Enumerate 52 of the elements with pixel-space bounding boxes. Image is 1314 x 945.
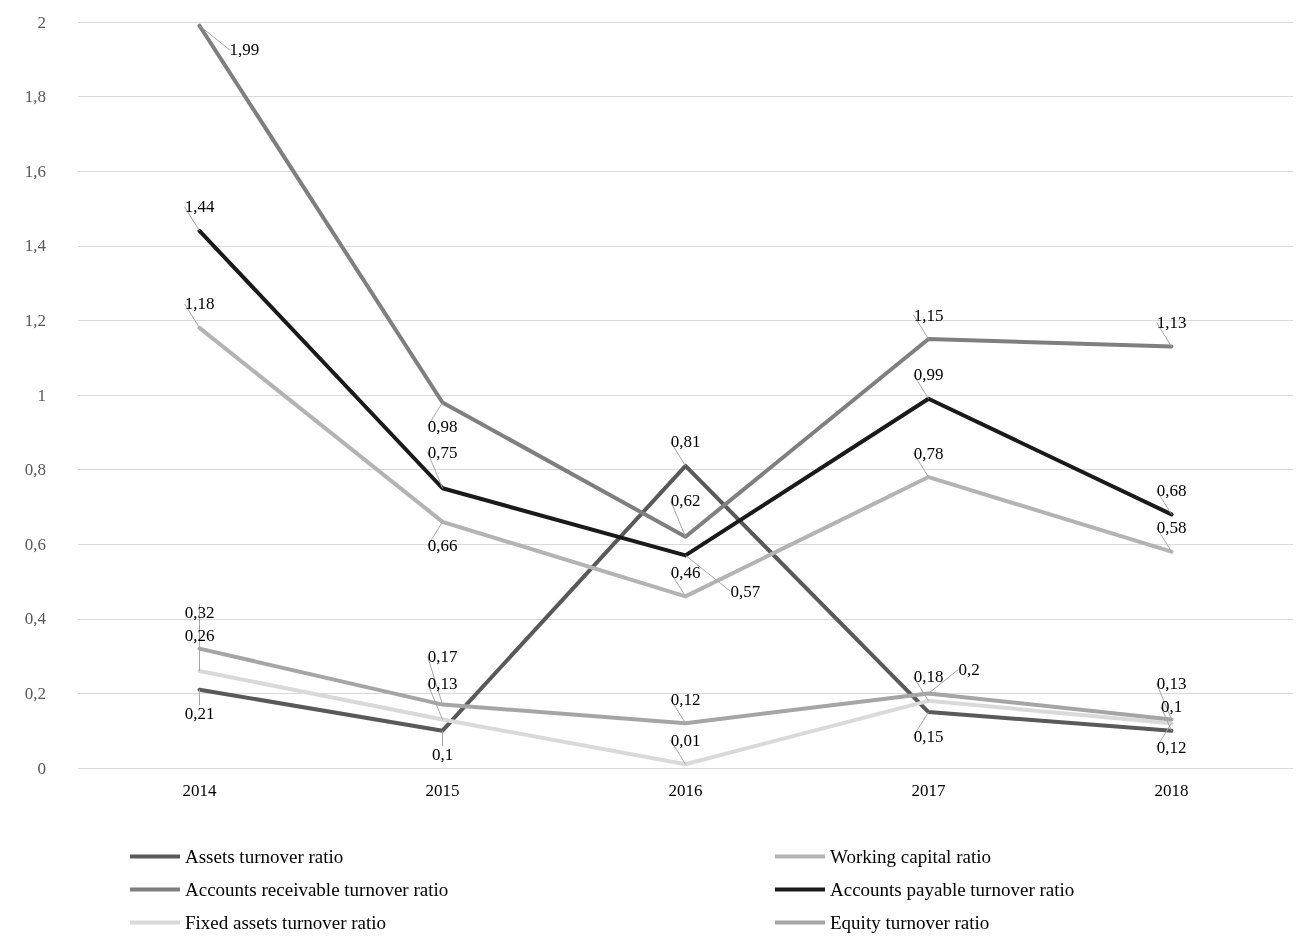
y-tick-label: 1,6 bbox=[24, 161, 46, 181]
data-label: 0,01 bbox=[670, 730, 701, 750]
data-label: 0,75 bbox=[427, 442, 458, 462]
y-tick-label: 0,4 bbox=[24, 609, 47, 629]
data-label: 0,17 bbox=[427, 647, 458, 667]
data-label: 1,44 bbox=[184, 197, 215, 217]
data-label: 0,26 bbox=[184, 625, 215, 645]
data-label: 0,57 bbox=[730, 581, 761, 601]
data-label: 1,13 bbox=[1156, 313, 1187, 333]
data-label: 0,62 bbox=[670, 491, 701, 511]
legend-label: Accounts receivable turnover ratio bbox=[185, 879, 449, 900]
y-tick-label: 1 bbox=[37, 385, 46, 405]
data-label: 0,58 bbox=[1156, 518, 1187, 538]
data-label: 1,15 bbox=[913, 305, 944, 325]
data-label: 0,81 bbox=[670, 432, 701, 452]
data-label: 0,32 bbox=[184, 603, 215, 623]
data-label: 0,18 bbox=[913, 667, 944, 687]
x-tick-label: 2016 bbox=[668, 781, 703, 800]
y-tick-label: 0,2 bbox=[24, 683, 46, 703]
data-label: 0,13 bbox=[427, 674, 458, 694]
y-tick-label: 1,2 bbox=[24, 310, 46, 330]
data-label: 0,98 bbox=[427, 416, 458, 436]
x-tick-label: 2015 bbox=[425, 781, 460, 800]
data-label: 0,1 bbox=[1160, 697, 1183, 717]
data-label: 0,21 bbox=[184, 704, 215, 724]
data-label: 0,12 bbox=[670, 689, 701, 709]
data-label: 1,99 bbox=[229, 40, 260, 60]
y-tick-label: 0,8 bbox=[24, 460, 46, 480]
y-tick-label: 1,4 bbox=[24, 236, 47, 256]
y-tick-label: 2 bbox=[37, 12, 46, 32]
x-tick-label: 2017 bbox=[911, 781, 946, 800]
data-label: 0,1 bbox=[431, 745, 454, 765]
data-label: 0,12 bbox=[1156, 737, 1187, 757]
data-label: 0,68 bbox=[1156, 480, 1187, 500]
data-label: 0,2 bbox=[958, 659, 980, 679]
legend-label: Assets turnover ratio bbox=[185, 846, 344, 867]
data-label: 0,46 bbox=[670, 562, 701, 582]
legend-label: Working capital ratio bbox=[830, 846, 991, 867]
y-tick-label: 0 bbox=[37, 758, 46, 778]
legend-label: Accounts payable turnover ratio bbox=[830, 879, 1075, 900]
data-label: 0,66 bbox=[427, 536, 458, 556]
data-label: 0,15 bbox=[913, 726, 944, 746]
legend-label: Fixed assets turnover ratio bbox=[185, 912, 387, 933]
data-label: 1,18 bbox=[184, 294, 215, 314]
x-tick-label: 2018 bbox=[1154, 781, 1189, 800]
y-tick-label: 1,8 bbox=[24, 87, 46, 107]
data-label: 0,99 bbox=[913, 365, 944, 385]
data-label: 0,78 bbox=[913, 443, 944, 463]
y-tick-label: 0,6 bbox=[24, 534, 46, 554]
data-label: 0,13 bbox=[1156, 674, 1187, 694]
legend-label: Equity turnover ratio bbox=[830, 912, 990, 933]
x-tick-label: 2014 bbox=[182, 781, 217, 800]
